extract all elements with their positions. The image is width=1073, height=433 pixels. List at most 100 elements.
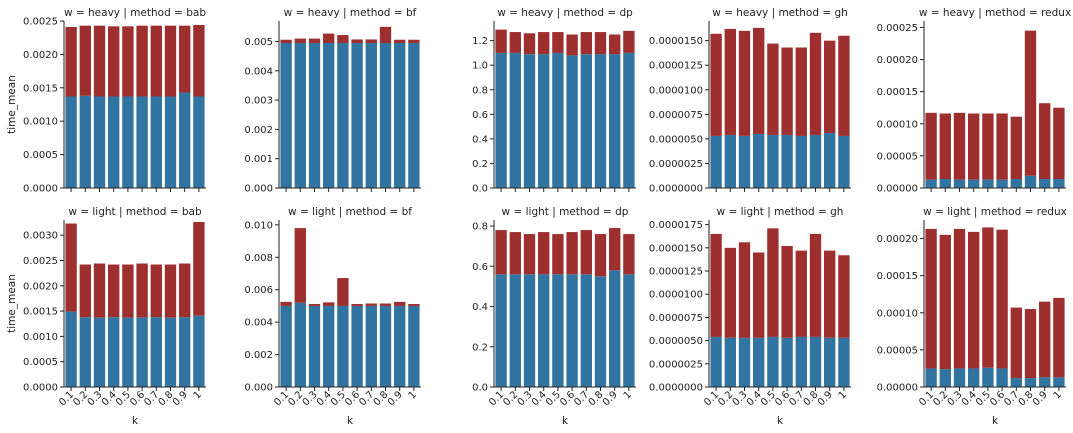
y-tick-label: 0.0000175 bbox=[649, 220, 703, 231]
y-tick-label: 0.00025 bbox=[877, 23, 918, 34]
bar-lower-k-0.6 bbox=[351, 305, 363, 387]
bar-lower-k-0.9 bbox=[824, 132, 836, 188]
y-tick-label: 0.00020 bbox=[877, 234, 918, 245]
bar-lower-k-0.1 bbox=[280, 305, 292, 387]
y-axis-label: time_mean bbox=[6, 274, 18, 333]
bar-lower-k-0.5 bbox=[337, 42, 349, 188]
y-tick-label: 0.008 bbox=[244, 253, 273, 264]
bar-lower-k-0.2 bbox=[509, 52, 521, 189]
bar-lower-k-0.3 bbox=[953, 179, 966, 188]
bar-upper-k-1 bbox=[623, 234, 635, 275]
x-axis-label: k bbox=[992, 415, 999, 427]
y-tick-label: 0.0010 bbox=[23, 117, 58, 128]
x-tick-label: 0.9 bbox=[386, 389, 405, 408]
bar-lower-k-0.5 bbox=[552, 52, 564, 189]
bar-lower-k-0.8 bbox=[164, 317, 177, 387]
bar-lower-k-1 bbox=[1053, 179, 1065, 188]
y-tick-label: 0.0005 bbox=[23, 357, 58, 368]
bar-upper-k-0.5 bbox=[337, 35, 349, 43]
bar-upper-k-0.5 bbox=[982, 113, 994, 180]
bar-lower-k-0.2 bbox=[79, 95, 91, 188]
bar-lower-k-1 bbox=[1053, 377, 1065, 387]
bar-upper-k-0.2 bbox=[509, 232, 521, 275]
panel-3: w = heavy | method = dp 0.0 0.2 0.4 0.6 0.8 1.… bbox=[472, 7, 636, 195]
bar-upper-k-1 bbox=[838, 255, 850, 338]
bar-lower-k-0.3 bbox=[523, 274, 536, 387]
y-tick-label: 0.001 bbox=[244, 154, 273, 165]
bar-lower-k-0.7 bbox=[1010, 179, 1022, 188]
bar-lower-k-1 bbox=[408, 305, 420, 387]
bar-upper-k-0.8 bbox=[164, 264, 177, 318]
bar-lower-k-0.3 bbox=[738, 135, 751, 188]
y-tick-label: 0.00010 bbox=[877, 119, 918, 130]
bar-upper-k-0.8 bbox=[379, 303, 392, 306]
bar-upper-k-0.7 bbox=[365, 39, 377, 43]
y-tick-label: 0.000 bbox=[244, 184, 273, 195]
y-tick-label: 0.00020 bbox=[877, 55, 918, 66]
bar-upper-k-0.8 bbox=[809, 233, 822, 337]
bar-lower-k-0.8 bbox=[809, 336, 822, 387]
bar-lower-k-0.6 bbox=[566, 274, 578, 387]
bar-upper-k-0.7 bbox=[580, 230, 592, 275]
bar-upper-k-0.1 bbox=[280, 39, 292, 43]
bar-lower-k-0.7 bbox=[150, 317, 162, 387]
bar-lower-k-0.1 bbox=[65, 311, 77, 387]
bar-upper-k-0.6 bbox=[566, 34, 578, 56]
bar-lower-k-1 bbox=[193, 315, 205, 387]
y-tick-label: 0.010 bbox=[244, 220, 273, 231]
bar-lower-k-0.7 bbox=[150, 96, 162, 188]
bar-lower-k-0.9 bbox=[1039, 377, 1051, 387]
bar-upper-k-0.4 bbox=[753, 27, 765, 134]
bar-lower-k-0.3 bbox=[93, 317, 106, 387]
x-axis-label: k bbox=[347, 415, 354, 427]
bar-upper-k-0.4 bbox=[323, 33, 335, 43]
bar-lower-k-0.5 bbox=[552, 274, 564, 387]
bar-upper-k-1 bbox=[1053, 107, 1065, 180]
bar-upper-k-0.2 bbox=[79, 25, 91, 96]
x-tick-label: 0.9 bbox=[171, 389, 190, 408]
bar-upper-k-0.2 bbox=[294, 38, 306, 43]
bar-upper-k-0.1 bbox=[710, 33, 722, 136]
bar-upper-k-1 bbox=[1053, 297, 1065, 378]
y-tick-label: 0.2 bbox=[472, 342, 488, 353]
bar-upper-k-0.9 bbox=[824, 40, 836, 133]
bar-lower-k-0.9 bbox=[394, 305, 406, 387]
bar-lower-k-0.5 bbox=[982, 179, 994, 188]
y-tick-label: 0.00005 bbox=[877, 345, 918, 356]
bar-lower-k-0.2 bbox=[724, 134, 736, 188]
y-tick-label: 0.0025 bbox=[23, 17, 58, 28]
y-tick-label: 0.002 bbox=[244, 350, 273, 361]
bar-lower-k-0.7 bbox=[365, 42, 377, 188]
bar-upper-k-0.9 bbox=[179, 263, 191, 318]
bar-upper-k-0.4 bbox=[968, 113, 980, 180]
bar-upper-k-1 bbox=[838, 35, 850, 136]
y-tick-label: 0.002 bbox=[244, 125, 273, 136]
bar-upper-k-0.5 bbox=[767, 43, 779, 135]
bar-upper-k-1 bbox=[623, 30, 635, 53]
y-tick-label: 0.0000025 bbox=[649, 359, 703, 370]
bar-upper-k-1 bbox=[193, 25, 205, 97]
y-tick-label: 0.0000125 bbox=[649, 61, 703, 72]
bar-lower-k-0.1 bbox=[280, 42, 292, 188]
bar-lower-k-0.9 bbox=[179, 92, 191, 188]
bar-lower-k-0.6 bbox=[996, 179, 1008, 188]
panel-10: w = light | method = redux 0.00000 0.00005… bbox=[877, 206, 1067, 427]
x-tick-label: 1 bbox=[1052, 389, 1064, 401]
bar-upper-k-0.7 bbox=[580, 32, 592, 55]
bar-upper-k-0.2 bbox=[509, 32, 521, 53]
y-tick-label: 0.0000050 bbox=[649, 134, 703, 145]
bar-upper-k-0.1 bbox=[280, 301, 292, 306]
y-tick-label: 1.2 bbox=[472, 36, 488, 47]
bar-lower-k-0.1 bbox=[495, 274, 507, 387]
bar-upper-k-0.8 bbox=[379, 26, 392, 43]
bar-lower-k-0.2 bbox=[939, 179, 951, 188]
bar-upper-k-0.6 bbox=[996, 229, 1008, 369]
y-tick-label: 0.0000100 bbox=[649, 85, 703, 96]
y-tick-label: 0.00015 bbox=[877, 87, 918, 98]
bar-upper-k-0.2 bbox=[939, 234, 951, 370]
bar-lower-k-0.5 bbox=[767, 336, 779, 387]
bar-lower-k-0.8 bbox=[809, 134, 822, 188]
bar-lower-k-0.4 bbox=[968, 368, 980, 387]
bar-lower-k-0.2 bbox=[294, 42, 306, 188]
